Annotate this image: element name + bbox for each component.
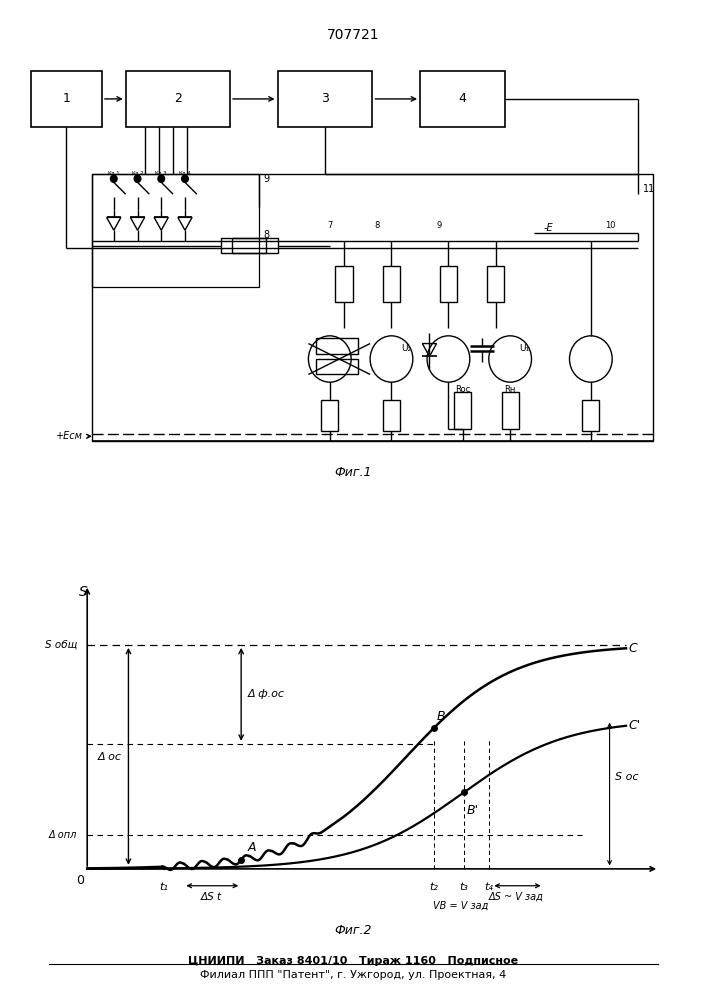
Text: Кл.4: Кл.4 (179, 171, 192, 176)
Text: 8: 8 (375, 221, 380, 230)
Text: Фиг.1: Фиг.1 (334, 466, 373, 479)
Text: U₂: U₂ (401, 344, 411, 353)
Bar (315, 338, 358, 354)
Text: B': B' (467, 804, 479, 817)
Text: 0: 0 (76, 874, 85, 887)
Text: 1: 1 (62, 92, 70, 105)
Text: 3: 3 (321, 92, 329, 105)
Text: VB = V зад: VB = V зад (433, 900, 489, 910)
Text: S: S (78, 585, 87, 599)
Text: C: C (629, 642, 638, 655)
Text: +Eсм: +Eсм (56, 431, 83, 441)
Bar (383, 400, 400, 431)
Text: 2: 2 (174, 92, 182, 105)
Bar (93, 174, 259, 287)
Text: U₁: U₁ (520, 344, 530, 353)
Bar (30, 71, 102, 127)
Text: -E: -E (544, 223, 553, 233)
Bar (487, 266, 505, 302)
Text: Кл.1: Кл.1 (107, 171, 120, 176)
Text: Δ ос: Δ ос (98, 752, 122, 762)
Bar (440, 266, 457, 302)
Bar (321, 400, 339, 431)
Text: 9: 9 (263, 174, 269, 184)
Text: Δ опл: Δ опл (49, 830, 77, 840)
Bar (454, 392, 472, 429)
Text: ΔS ~ V зад: ΔS ~ V зад (489, 892, 544, 902)
Bar (278, 71, 373, 127)
Circle shape (182, 175, 188, 182)
Text: 9: 9 (436, 221, 442, 230)
Circle shape (110, 175, 117, 182)
Text: 11: 11 (643, 184, 655, 194)
Text: t₂: t₂ (429, 882, 438, 892)
Bar (221, 238, 278, 253)
Circle shape (134, 175, 141, 182)
Bar (93, 174, 653, 441)
Text: Roc: Roc (455, 385, 470, 394)
Text: Кл.3: Кл.3 (155, 171, 168, 176)
Bar (315, 359, 358, 374)
Text: S oc: S oc (615, 772, 638, 782)
Text: 10: 10 (605, 221, 616, 230)
Text: t₄: t₄ (484, 882, 493, 892)
Text: Rн: Rн (505, 385, 516, 394)
Text: Филиал ППП "Патент", г. Ужгород, ул. Проектная, 4: Филиал ППП "Патент", г. Ужгород, ул. Про… (200, 970, 507, 980)
Text: A: A (247, 841, 256, 854)
Text: ЦНИИПИ   Заказ 8401/10   Тираж 1160   Подписное: ЦНИИПИ Заказ 8401/10 Тираж 1160 Подписно… (189, 956, 518, 966)
Bar (126, 71, 230, 127)
Circle shape (158, 175, 165, 182)
Bar (583, 400, 600, 431)
Bar (383, 266, 400, 302)
Text: S общ: S общ (45, 640, 77, 650)
Text: C': C' (629, 719, 641, 732)
Text: Δ ф.ос: Δ ф.ос (247, 689, 285, 699)
Text: t₃: t₃ (460, 882, 468, 892)
Bar (501, 392, 519, 429)
Text: B: B (436, 710, 445, 723)
Bar (233, 238, 266, 253)
Text: 4: 4 (459, 92, 467, 105)
Text: 707721: 707721 (327, 28, 380, 42)
Text: 7: 7 (327, 221, 332, 230)
Text: t₁: t₁ (160, 882, 168, 892)
Text: ΔS t: ΔS t (200, 892, 221, 902)
Text: Кл.2: Кл.2 (132, 171, 144, 176)
Bar (420, 71, 506, 127)
Bar (335, 266, 353, 302)
Text: 8: 8 (263, 230, 269, 240)
Text: Фиг.2: Фиг.2 (334, 924, 373, 937)
